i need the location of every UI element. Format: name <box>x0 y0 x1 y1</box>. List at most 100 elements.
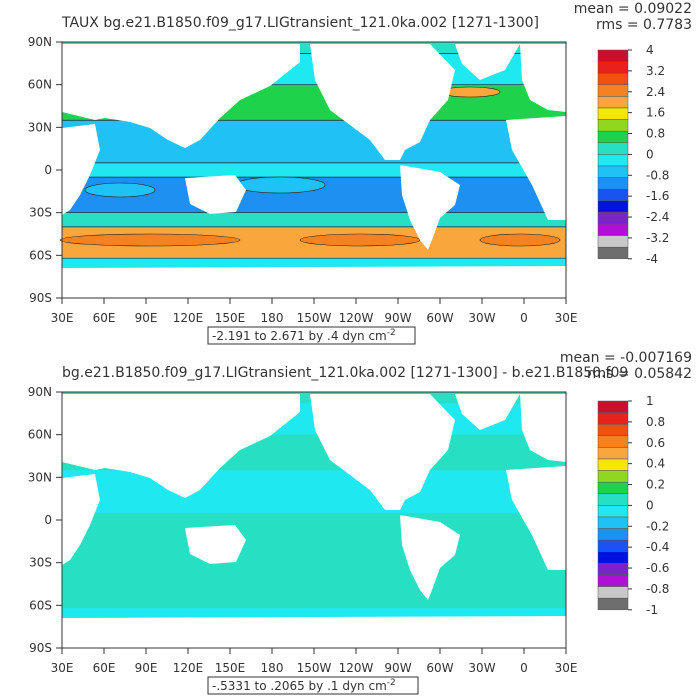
colorbar-label: -0.8 <box>646 582 669 596</box>
x-tick-label: 30E <box>51 661 74 675</box>
land-greenland <box>455 44 520 80</box>
colorbar-swatch <box>597 574 629 587</box>
y-tick-label: 60S <box>29 248 52 262</box>
x-tick-label: 90E <box>135 311 158 325</box>
colorbar-label: 0.6 <box>646 436 665 450</box>
map-area <box>59 41 567 299</box>
colorbar-label: 4 <box>646 43 654 57</box>
colorbar-swatch <box>597 447 629 460</box>
rms-readout: rms = 0.7783 <box>596 17 692 33</box>
x-axis: 30E 60E 90E 120E 150E 180 150W 120W 90W 60W 30W 0 30… <box>51 298 578 325</box>
land-south-america <box>400 165 460 250</box>
colorbar-swatch <box>597 130 629 144</box>
colorbar-label: 1.6 <box>646 106 665 120</box>
y-axis: 90N 60N 30N 0 30S 60S 90S <box>28 35 62 305</box>
colorbar-label: 2.4 <box>646 85 665 99</box>
colorbar: 1 0.8 0.6 0.4 0.2 0 -0.2 -0.4 -0.6 -0.8 -1 <box>597 394 669 617</box>
colorbar-swatch <box>597 119 629 132</box>
colorbar-label: -2.4 <box>646 210 669 224</box>
x-tick-label: 150W <box>297 311 332 325</box>
x-tick-label: 120E <box>173 311 204 325</box>
colorbar-swatch <box>597 528 629 541</box>
colorbar-swatch <box>597 49 629 62</box>
y-tick-label: 60N <box>28 78 52 92</box>
colorbar-swatch <box>597 516 629 529</box>
colorbar-swatch <box>597 470 629 483</box>
band-3 <box>62 162 566 178</box>
colorbar-swatch <box>597 400 629 413</box>
colorbar-swatch <box>597 72 629 86</box>
x-tick-label: 180 <box>261 661 284 675</box>
colorbar-swatch <box>597 177 629 190</box>
band-2 <box>62 470 566 513</box>
x-tick-label: 150E <box>215 661 246 675</box>
land-africa-east <box>506 466 566 570</box>
colorbar-swatch <box>597 586 629 599</box>
x-tick-label: 30E <box>51 311 74 325</box>
land-greenland <box>455 394 520 430</box>
field-core-4 <box>479 233 561 247</box>
land-europe-east <box>520 394 566 462</box>
x-tick-label: 60W <box>426 311 453 325</box>
range-note-box: -2.191 to 2.671 by .4 dyn cm-2 <box>207 326 416 345</box>
colorbar-label: 1 <box>646 394 654 408</box>
x-tick-label: 120W <box>339 661 374 675</box>
colorbar-label: 0 <box>646 147 654 161</box>
x-tick-label: 150W <box>297 661 332 675</box>
x-tick-label: 90W <box>384 661 411 675</box>
land-africa <box>62 124 100 215</box>
colorbar-swatch <box>597 165 629 178</box>
y-tick-label: 0 <box>44 513 52 527</box>
band-3 <box>62 512 566 528</box>
colorbar-label: 0 <box>646 498 654 512</box>
colorbar-label: -1.6 <box>646 189 669 203</box>
x-tick-label: 30W <box>468 311 495 325</box>
x-tick-label: 120E <box>173 661 204 675</box>
continents <box>62 394 566 648</box>
colorbar-swatch <box>597 481 629 495</box>
colorbar-swatch <box>597 597 629 611</box>
x-tick-label: 150E <box>215 311 246 325</box>
colorbar-swatch <box>597 551 629 564</box>
land-africa <box>62 474 100 565</box>
colorbar-swatch <box>597 505 629 518</box>
colorbar-swatch <box>597 188 629 202</box>
y-tick-label: 30N <box>28 120 52 134</box>
land-south-america <box>400 515 460 600</box>
colorbar-label: 0.4 <box>646 457 665 471</box>
x-tick-label: 30W <box>468 661 495 675</box>
colorbar-label: -0.2 <box>646 519 669 533</box>
land-eurasia <box>62 394 300 498</box>
colorbar-swatch <box>597 246 629 260</box>
land-north-america <box>310 394 455 510</box>
colorbar-label: -0.4 <box>646 540 669 554</box>
x-tick-label: 60E <box>93 661 116 675</box>
colorbar-swatch <box>597 458 629 471</box>
colorbar-label: -4 <box>646 252 658 266</box>
y-tick-label: 90S <box>29 291 52 305</box>
continents <box>62 44 566 298</box>
y-tick-label: 90N <box>28 35 52 49</box>
colorbar-swatch <box>597 107 629 120</box>
x-tick-label: 60E <box>93 311 116 325</box>
land-antarctica <box>62 266 566 298</box>
band-6 <box>62 576 566 609</box>
band-5 <box>62 212 566 227</box>
colorbar-swatch <box>597 539 629 553</box>
mean-readout: mean = 0.09022 <box>574 1 692 17</box>
colorbar-swatch <box>597 96 629 109</box>
y-tick-label: 90S <box>29 641 52 655</box>
colorbar-swatch <box>597 412 629 425</box>
x-tick-label: 30E <box>555 311 578 325</box>
y-tick-label: 60N <box>28 428 52 442</box>
mean-readout: mean = -0.007169 <box>560 350 692 366</box>
colorbar-swatch <box>597 423 629 437</box>
y-axis: 90N 60N 30N 0 30S 60S 90S <box>28 385 62 655</box>
colorbar-swatch <box>597 142 629 155</box>
band-2 <box>62 120 566 163</box>
x-axis: 30E 60E 90E 120E 150E 180 150W 120W 90W 60W 30W 0 30… <box>51 648 577 675</box>
map-area <box>61 391 567 649</box>
land-north-america <box>310 44 455 160</box>
x-tick-label: 90E <box>135 661 158 675</box>
colorbar-swatch <box>597 61 629 74</box>
